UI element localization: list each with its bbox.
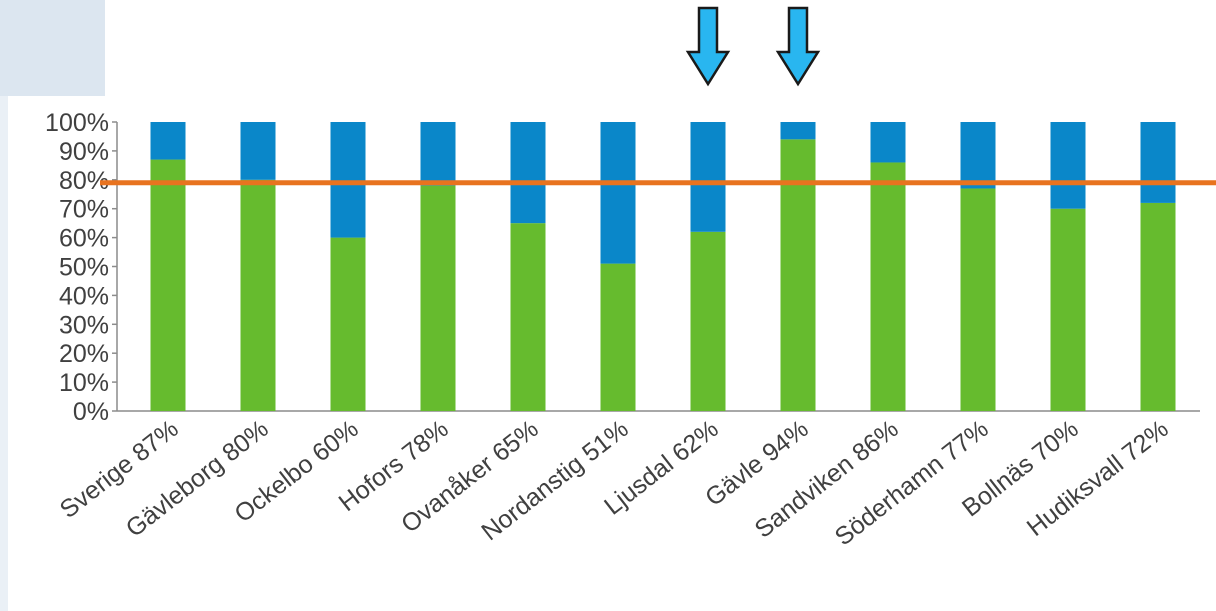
x-axis-labels: Sverige 87%Gävleborg 80%Ockelbo 60%Hofor… (55, 415, 1174, 552)
y-tick-label: 70% (59, 196, 109, 224)
bar-remainder (600, 122, 636, 264)
y-tick-label: 60% (59, 225, 109, 253)
bar-remainder (1050, 122, 1086, 209)
bar-primary (240, 179, 276, 411)
x-tick-label: Söderhamn 77% (830, 415, 994, 552)
bar-remainder (150, 122, 186, 160)
y-tick-label: 30% (59, 311, 109, 339)
bar-primary (690, 231, 726, 411)
y-axis: 0%10%20%30%40%50%60%70%80%90%100% (45, 109, 1200, 426)
bars (150, 122, 1176, 411)
left-edge-decoration (0, 96, 8, 611)
bar-remainder (420, 122, 456, 186)
highlight-arrows (685, 6, 821, 87)
bar-primary (870, 162, 906, 411)
y-tick-label: 50% (59, 254, 109, 282)
bar-remainder (960, 122, 996, 189)
y-tick-label: 10% (59, 369, 109, 397)
down-arrow-icon (775, 6, 821, 87)
bar-primary (600, 263, 636, 411)
corner-decoration (0, 0, 105, 96)
y-tick-label: 100% (45, 109, 109, 137)
bar-remainder (690, 122, 726, 232)
y-tick-label: 40% (59, 282, 109, 310)
bar-remainder (330, 122, 366, 238)
bar-primary (150, 159, 186, 411)
bar-primary (1140, 202, 1176, 411)
bar-remainder (780, 122, 816, 140)
y-tick-label: 0% (73, 398, 109, 426)
bar-primary (330, 237, 366, 411)
y-tick-label: 20% (59, 340, 109, 368)
bar-primary (510, 223, 546, 411)
bar-primary (420, 185, 456, 411)
down-arrow-icon (685, 6, 731, 87)
bar-remainder (510, 122, 546, 224)
bar-primary (960, 188, 996, 411)
bar-remainder (240, 122, 276, 180)
y-tick-label: 90% (59, 138, 109, 166)
bar-primary (780, 139, 816, 411)
bar-remainder (1140, 122, 1176, 203)
bar-primary (1050, 208, 1086, 411)
bar-remainder (870, 122, 906, 163)
